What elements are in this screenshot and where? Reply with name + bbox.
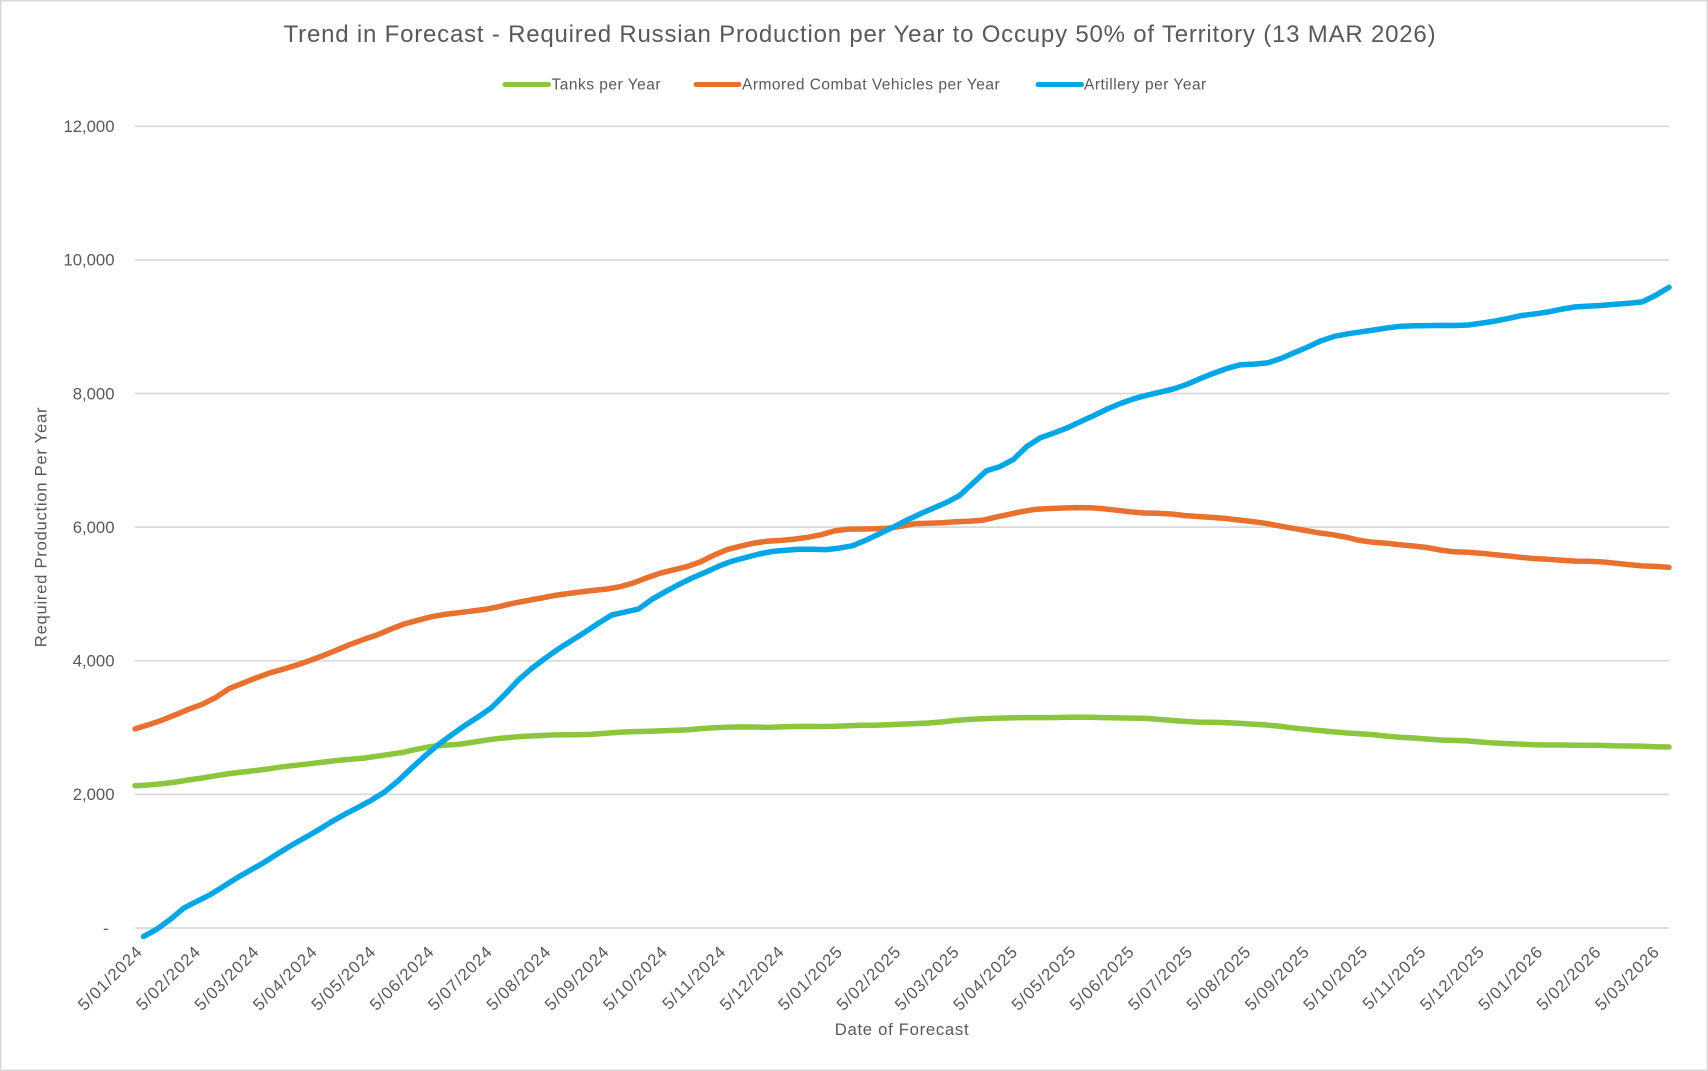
svg-text:8,000: 8,000 <box>73 384 115 403</box>
svg-text:12,000: 12,000 <box>63 117 114 136</box>
svg-text:Armored Combat Vehicles per Ye: Armored Combat Vehicles per Year <box>742 77 1000 94</box>
svg-text:Tanks per Year: Tanks per Year <box>552 77 662 94</box>
svg-text:Trend in Forecast - Required R: Trend in Forecast - Required Russian Pro… <box>284 21 1437 48</box>
svg-text:6,000: 6,000 <box>73 518 115 537</box>
svg-text:-: - <box>103 919 109 938</box>
svg-text:Date of Forecast: Date of Forecast <box>835 1020 970 1039</box>
svg-text:Required Production Per Year: Required Production Per Year <box>32 407 51 647</box>
svg-text:10,000: 10,000 <box>63 251 114 270</box>
svg-text:2,000: 2,000 <box>73 785 115 804</box>
svg-text:4,000: 4,000 <box>73 652 115 671</box>
svg-text:Artillery per Year: Artillery per Year <box>1084 77 1207 94</box>
